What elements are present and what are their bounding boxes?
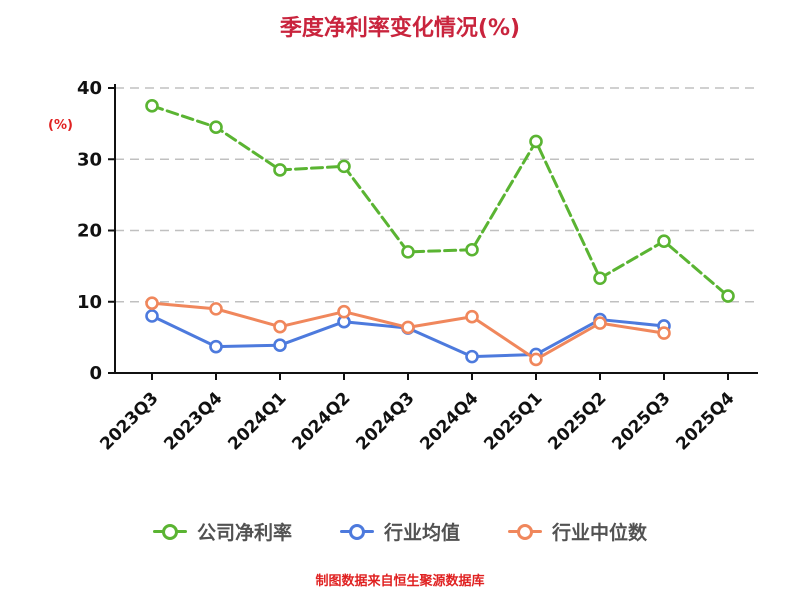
- svg-text:2024Q4: 2024Q4: [416, 388, 482, 454]
- svg-text:40: 40: [77, 78, 102, 99]
- legend-item-industry-average[interactable]: 行业均值: [339, 518, 460, 545]
- y-axis-label: (%): [48, 118, 73, 133]
- svg-text:10: 10: [77, 292, 102, 313]
- svg-text:2023Q3: 2023Q3: [96, 388, 162, 454]
- svg-text:2024Q3: 2024Q3: [352, 388, 418, 454]
- data-source-note: 制图数据来自恒生聚源数据库: [315, 574, 485, 589]
- legend-item-industry-median[interactable]: 行业中位数: [508, 518, 647, 545]
- legend: 公司净利率 行业均值 行业中位数: [0, 518, 800, 545]
- legend-marker-industry-median-icon: [508, 523, 542, 540]
- svg-text:30: 30: [77, 149, 102, 170]
- svg-text:2025Q4: 2025Q4: [672, 388, 738, 454]
- legend-marker-industry-average-icon: [339, 523, 374, 540]
- svg-text:2025Q3: 2025Q3: [608, 388, 674, 454]
- svg-text:2023Q4: 2023Q4: [160, 388, 226, 454]
- svg-text:2024Q2: 2024Q2: [288, 388, 354, 454]
- svg-text:2024Q1: 2024Q1: [224, 388, 290, 454]
- legend-label-company: 公司净利率: [196, 522, 292, 544]
- legend-marker-company-icon: [152, 523, 187, 540]
- legend-item-company-net-margin[interactable]: 公司净利率: [152, 518, 292, 545]
- chart-title: 季度净利率变化情况(%): [279, 16, 521, 41]
- legend-label-industry-median: 行业中位数: [552, 522, 648, 544]
- legend-label-industry-average: 行业均值: [383, 522, 460, 544]
- svg-text:2025Q2: 2025Q2: [544, 388, 610, 454]
- line-chart: 0102030402023Q32023Q42024Q12024Q22024Q32…: [77, 78, 758, 455]
- svg-text:2025Q1: 2025Q1: [480, 388, 546, 454]
- svg-text:20: 20: [77, 221, 102, 242]
- svg-text:0: 0: [89, 363, 102, 384]
